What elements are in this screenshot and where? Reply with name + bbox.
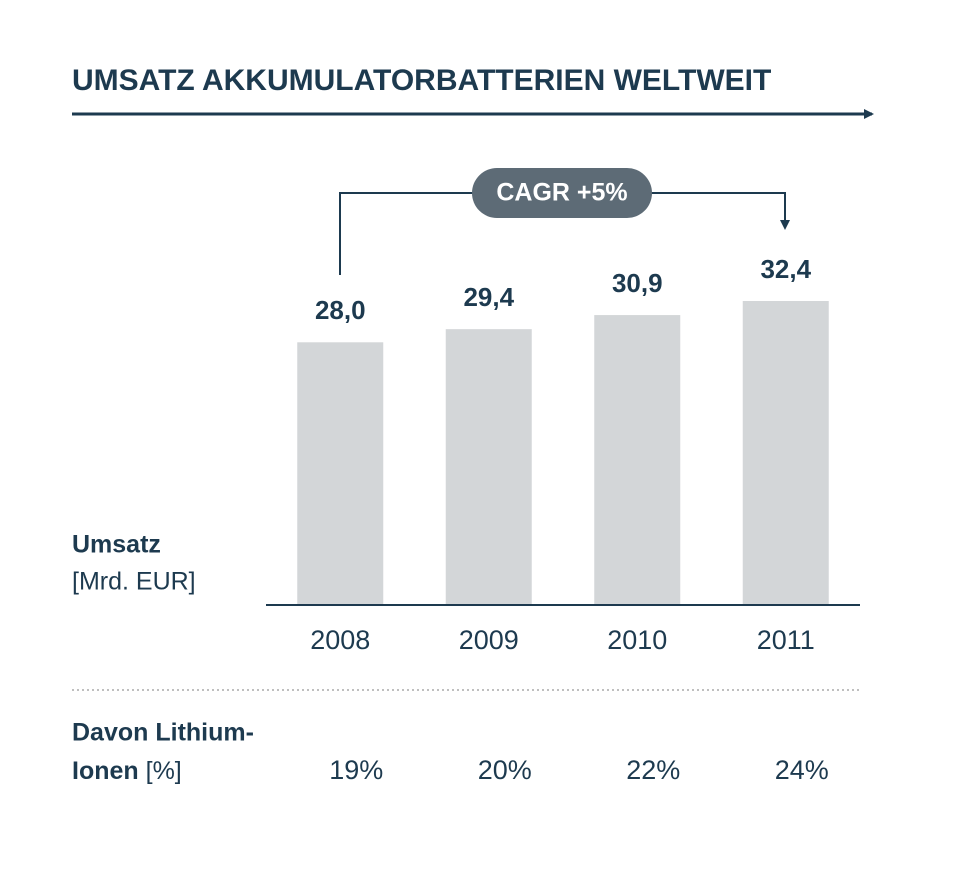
share-label-b: Ionen [72, 757, 139, 785]
share-value: 22% [626, 755, 680, 785]
cagr-bracket [339, 192, 785, 275]
annotation: CAGR +5% [496, 179, 627, 207]
share-unit: [%] [146, 757, 182, 785]
bar [742, 301, 829, 605]
share-value: 24% [775, 755, 829, 785]
value-label: 30,9 [612, 268, 663, 298]
y-unit: [Mrd. EUR] [72, 568, 196, 596]
x-tick-label: 2008 [310, 625, 370, 655]
x-tick-label: 2010 [607, 625, 667, 655]
share-value: 19% [329, 755, 383, 785]
share-label2: Ionen [%] [72, 757, 182, 785]
value-label: 29,4 [463, 282, 514, 312]
cagr-pill [472, 168, 652, 218]
x-tick-label: 2009 [459, 625, 519, 655]
share-label: Davon Lithium- [72, 719, 254, 747]
value-label: 28,0 [315, 295, 366, 325]
y-label: Umsatz [72, 531, 161, 559]
value-label: 32,4 [760, 254, 811, 284]
bar [297, 342, 384, 605]
chart-title: UMSATZ AKKUMULATORBATTERIEN WELTWEIT [72, 64, 771, 97]
bar [594, 315, 681, 605]
x-tick-label: 2011 [757, 625, 815, 655]
bar [445, 329, 532, 605]
share-value: 20% [478, 755, 532, 785]
